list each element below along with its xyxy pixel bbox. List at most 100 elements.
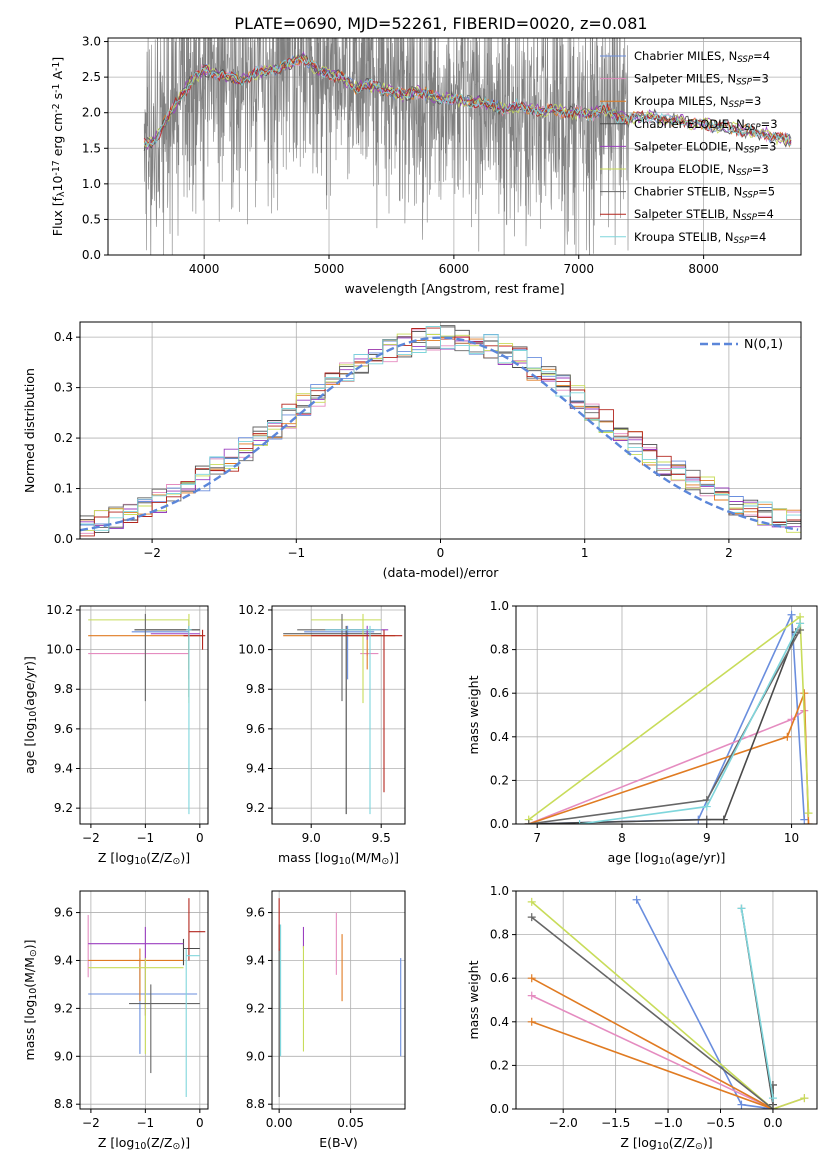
y-tick-label: 0.1 [54,482,73,496]
grid [272,891,405,1109]
x-tick-label: −2.0 [549,1116,578,1130]
x-tick-label: −2 [82,1116,100,1130]
model-spectrum-line [143,58,792,148]
y-tick-label: 9.8 [54,682,73,696]
x-axis-label: age [log10(age/yr)] [608,850,726,867]
weight-point-marker [527,1017,536,1026]
y-tick-label: 9.2 [246,801,265,815]
x-tick-label: −0.5 [706,1116,735,1130]
y-axis-label: Flux [fλ10-17 erg cm-2 s-1 A-1] [50,57,67,236]
x-tick-label: −2 [82,831,100,845]
plot-area [283,613,403,815]
axes-frame [271,890,406,1110]
weight-series-line [528,709,805,824]
y-tick-label: 0.6 [490,971,509,985]
chart-spectrum: 4000 5000 6000 7000 8000 0.0 0.5 1.0 1.5 2.0 2.5 3.… [50,35,802,296]
x-axis-label: E(B-V) [319,1135,358,1150]
y-tick-label: 0.4 [490,1015,509,1029]
x-axis-label: mass [log10(M/M⊙)] [278,850,399,867]
y-tick-label: 9.2 [246,1001,265,1015]
legend-label: Salpeter STELIB, NSSP=4 [634,207,774,223]
x-tick-label: 0 [196,831,204,845]
weight-series-line [528,623,801,824]
y-tick-label: 9.6 [246,906,265,920]
histogram-series [80,326,801,531]
x-tick-label: 9 [703,831,711,845]
weight-series-line [579,623,801,824]
chart-mass-vs-ebv: 0.00 0.05 8.8 9.0 9.2 9.4 9.6 E(B-V) [246,890,406,1150]
weight-point-marker [632,895,641,904]
x-tick-label: 4000 [189,262,220,276]
weight-point-marker [702,815,711,824]
weight-point-marker [768,1094,777,1103]
legend-label: Kroupa MILES, NSSP=3 [634,94,761,110]
weight-point-marker [796,619,805,628]
y-tick-label: 10.0 [46,643,73,657]
weight-point-marker [800,815,809,824]
chart-mass-weight-vs-Z: −2.0 −1.5 −1.0 −0.5 0.0 0.0 0.2 0.4 0.6 0.8 1.0 Z [… [466,884,818,1152]
y-tick-label: 0.8 [490,928,509,942]
y-axis-label: age [log10(age/yr)] [22,656,39,774]
y-tick-label: 1.0 [490,599,509,613]
legend-label: Kroupa ELODIE, NSSP=3 [634,162,769,178]
axes-frame [515,890,818,1110]
y-axis-label: Normed distribution [22,368,37,493]
x-tick-label: 0 [437,546,445,560]
y-tick-label: 9.2 [54,1001,73,1015]
legend-label: N(0,1) [744,336,783,351]
x-tick-label: 5000 [314,262,345,276]
x-tick-label: 8000 [688,262,719,276]
weight-point-marker [768,1105,777,1109]
weight-series-line [531,916,774,1109]
legend-label: Salpeter MILES, NSSP=3 [634,72,769,88]
x-tick-label: 7 [533,831,541,845]
chart-age-vs-Z: −2 −1 0 9.2 9.4 9.6 9.8 10.0 10.2 Z [log10(Z/Z⊙)]… [22,603,209,867]
weight-point-marker [783,732,792,741]
plot-area [80,325,801,537]
x-tick-label: 2 [725,546,733,560]
axes-frame [79,890,209,1110]
weight-point-marker [575,820,584,824]
weight-point-marker [527,991,536,1000]
y-tick-label: 9.0 [54,1049,73,1063]
axes-frame [79,321,802,540]
chart-residuals: −2 −1 0 1 2 0.0 0.1 0.2 0.3 0.4 (data-model)/error… [22,321,802,580]
y-tick-label: 0.3 [54,381,73,395]
y-tick-label: 2.0 [82,106,101,120]
y-tick-label: 9.6 [246,722,265,736]
x-tick-label: 9.5 [372,831,391,845]
x-tick-label: 0 [196,1116,204,1130]
y-tick-label: 0.6 [490,686,509,700]
y-axis-label: mass weight [466,675,481,754]
plot-area [527,895,809,1109]
y-tick-label: 0.4 [54,330,73,344]
x-tick-label: 0.00 [266,1116,293,1130]
y-tick-label: 0.0 [490,817,509,831]
weight-point-marker [527,913,536,922]
x-tick-label: −1.0 [654,1116,683,1130]
x-tick-label: 10 [784,831,799,845]
y-tick-label: 9.4 [54,762,73,776]
gaussian-curve [80,336,799,532]
weight-point-marker [702,802,711,811]
y-tick-label: 1.5 [82,141,101,155]
x-tick-label: 6000 [439,262,470,276]
y-tick-label: 9.0 [246,1049,265,1063]
x-axis-label: Z [log10(Z/Z⊙)] [98,850,190,867]
weight-series-line [740,908,774,1099]
axes-frame [79,605,209,825]
y-tick-label: 1.0 [82,177,101,191]
plot-area [278,898,402,1098]
y-tick-label: 2.5 [82,70,101,84]
plot-area [143,38,792,255]
weight-point-marker [527,897,536,906]
plot-area [88,613,206,815]
x-tick-label: 0.0 [763,1116,782,1130]
legend-label: Salpeter ELODIE, NSSP=3 [634,139,776,155]
y-tick-label: 8.8 [54,1097,73,1111]
legend-label: Chabrier STELIB, NSSP=5 [634,185,775,201]
legend-label: Chabrier MILES, NSSP=4 [634,49,770,65]
chart-mass-vs-Z: −2 −1 0 8.8 9.0 9.2 9.4 9.6 Z [log10(Z/Z⊙)] mass … [22,890,209,1152]
y-tick-label: 0.8 [490,643,509,657]
